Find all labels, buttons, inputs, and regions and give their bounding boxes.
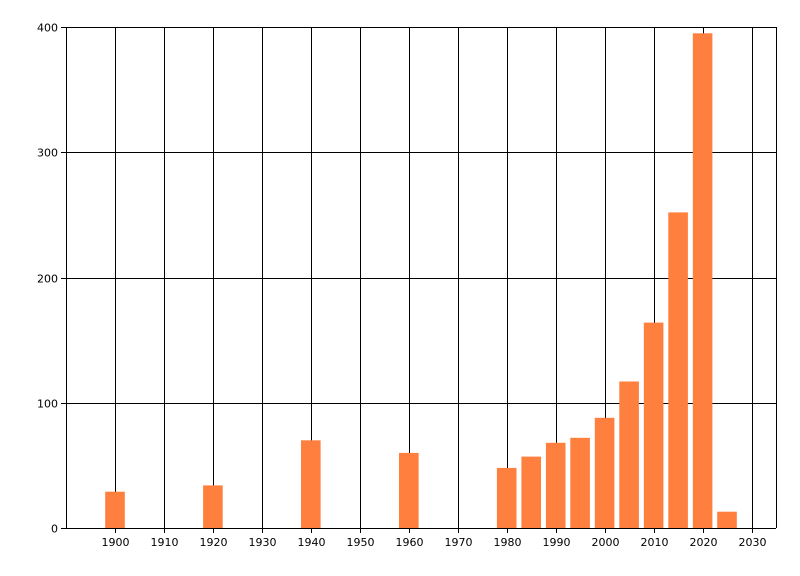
bar (105, 491, 125, 528)
bar (717, 511, 737, 528)
x-tick-label: 1920 (200, 536, 228, 549)
bar (545, 442, 566, 528)
x-tick-label: 1950 (347, 536, 375, 549)
x-tick-label: 2030 (739, 536, 767, 549)
bars (105, 33, 737, 529)
y-tick-label: 400 (37, 22, 58, 35)
bar (619, 381, 639, 528)
x-tick-label: 2000 (592, 536, 620, 549)
bar (570, 437, 590, 528)
x-tick-label: 1990 (543, 536, 571, 549)
bar (594, 417, 615, 528)
bar (399, 452, 419, 528)
x-tick-label: 1930 (249, 536, 277, 549)
bar (301, 440, 321, 528)
y-tick-label: 300 (37, 147, 58, 160)
y-tick-label: 200 (37, 273, 58, 286)
x-tick-label: 1910 (151, 536, 179, 549)
bar (668, 212, 688, 528)
y-tick-label: 100 (37, 398, 58, 411)
x-tick-label: 2020 (690, 536, 718, 549)
y-tick-label: 0 (51, 523, 58, 536)
bar (203, 485, 223, 528)
tick-labels: 0 100 200 300 400 1900 1910 1920 1930 1940 1950 196… (37, 22, 767, 550)
x-tick-label: 1940 (298, 536, 326, 549)
bar (643, 322, 664, 528)
x-tick-label: 1980 (494, 536, 522, 549)
x-tick-label: 1960 (396, 536, 424, 549)
x-tick-label: 1900 (102, 536, 130, 549)
bar (692, 33, 713, 529)
x-tick-label: 2010 (641, 536, 669, 549)
axes (61, 27, 776, 533)
x-tick-label: 1970 (445, 536, 473, 549)
bar (496, 467, 517, 528)
bar (521, 456, 541, 528)
